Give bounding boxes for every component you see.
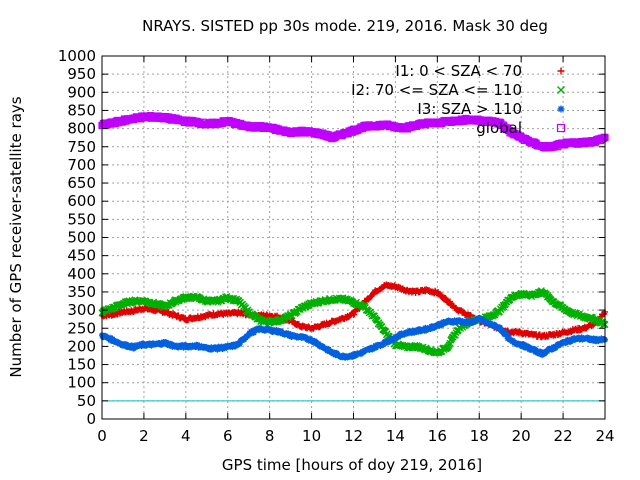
x-tick-label: 16 bbox=[428, 427, 447, 445]
legend-marker bbox=[556, 123, 566, 133]
x-tick-label: 18 bbox=[470, 427, 489, 445]
data-point bbox=[497, 324, 504, 331]
y-axis-label: Number of GPS receiver-satellite rays bbox=[7, 96, 25, 377]
x-tick-label: 12 bbox=[344, 427, 363, 445]
chart-title: NRAYS. SISTED pp 30s mode. 219, 2016. Ma… bbox=[142, 17, 548, 35]
data-point bbox=[380, 341, 387, 348]
x-tick-label: 4 bbox=[181, 427, 191, 445]
y-tick-label: 300 bbox=[67, 301, 96, 319]
x-axis-label: GPS time [hours of doy 219, 2016] bbox=[222, 456, 482, 474]
y-tick-label: 600 bbox=[67, 192, 96, 210]
y-tick-label: 0 bbox=[86, 410, 96, 428]
y-tick-label: 800 bbox=[67, 120, 96, 138]
data-point bbox=[236, 341, 243, 348]
legend-marker bbox=[557, 67, 565, 75]
y-tick-label: 150 bbox=[67, 356, 96, 374]
y-tick-label: 250 bbox=[67, 319, 96, 337]
x-tick-label: 8 bbox=[265, 427, 275, 445]
series-layer bbox=[98, 112, 609, 361]
x-tick-label: 24 bbox=[595, 427, 614, 445]
y-tick-label: 750 bbox=[67, 138, 96, 156]
legend-label: I3: SZA > 110 bbox=[417, 100, 522, 118]
y-tick-label: 950 bbox=[67, 65, 96, 83]
y-tick-label: 900 bbox=[67, 83, 96, 101]
x-tick-label: 14 bbox=[386, 427, 405, 445]
data-point bbox=[351, 311, 358, 318]
y-tick-label: 400 bbox=[67, 265, 96, 283]
series-4 bbox=[98, 112, 609, 152]
tick-labels: 0 2 4 6 8 10 12 14 16 18 20 22 240501001502002503003… bbox=[58, 47, 615, 445]
series-3 bbox=[99, 315, 608, 361]
data-point bbox=[273, 326, 280, 333]
y-tick-label: 200 bbox=[67, 337, 96, 355]
y-tick-label: 550 bbox=[67, 210, 96, 228]
y-tick-label: 850 bbox=[67, 101, 96, 119]
y-tick-label: 650 bbox=[67, 174, 96, 192]
x-tick-label: 10 bbox=[302, 427, 321, 445]
data-point bbox=[447, 298, 454, 305]
grid bbox=[102, 56, 605, 419]
x-tick-label: 6 bbox=[223, 427, 233, 445]
data-point bbox=[250, 329, 257, 336]
legend-marker bbox=[557, 105, 565, 113]
x-tick-label: 2 bbox=[139, 427, 149, 445]
data-point bbox=[122, 341, 129, 348]
y-tick-label: 100 bbox=[67, 374, 96, 392]
x-tick-label: 0 bbox=[97, 427, 107, 445]
x-tick-label: 20 bbox=[512, 427, 531, 445]
legend-marker bbox=[557, 86, 565, 94]
y-tick-label: 700 bbox=[67, 156, 96, 174]
y-tick-label: 350 bbox=[67, 283, 96, 301]
data-point bbox=[442, 295, 449, 302]
y-tick-label: 500 bbox=[67, 229, 96, 247]
y-tick-label: 450 bbox=[67, 247, 96, 265]
legend-label: I1: 0 < SZA < 70 bbox=[395, 62, 522, 80]
y-tick-label: 50 bbox=[77, 392, 96, 410]
y-tick-label: 1000 bbox=[58, 47, 96, 65]
legend-label: global bbox=[476, 119, 522, 137]
x-tick-label: 22 bbox=[554, 427, 573, 445]
legend-label: I2: 70 <= SZA <= 110 bbox=[351, 81, 522, 99]
